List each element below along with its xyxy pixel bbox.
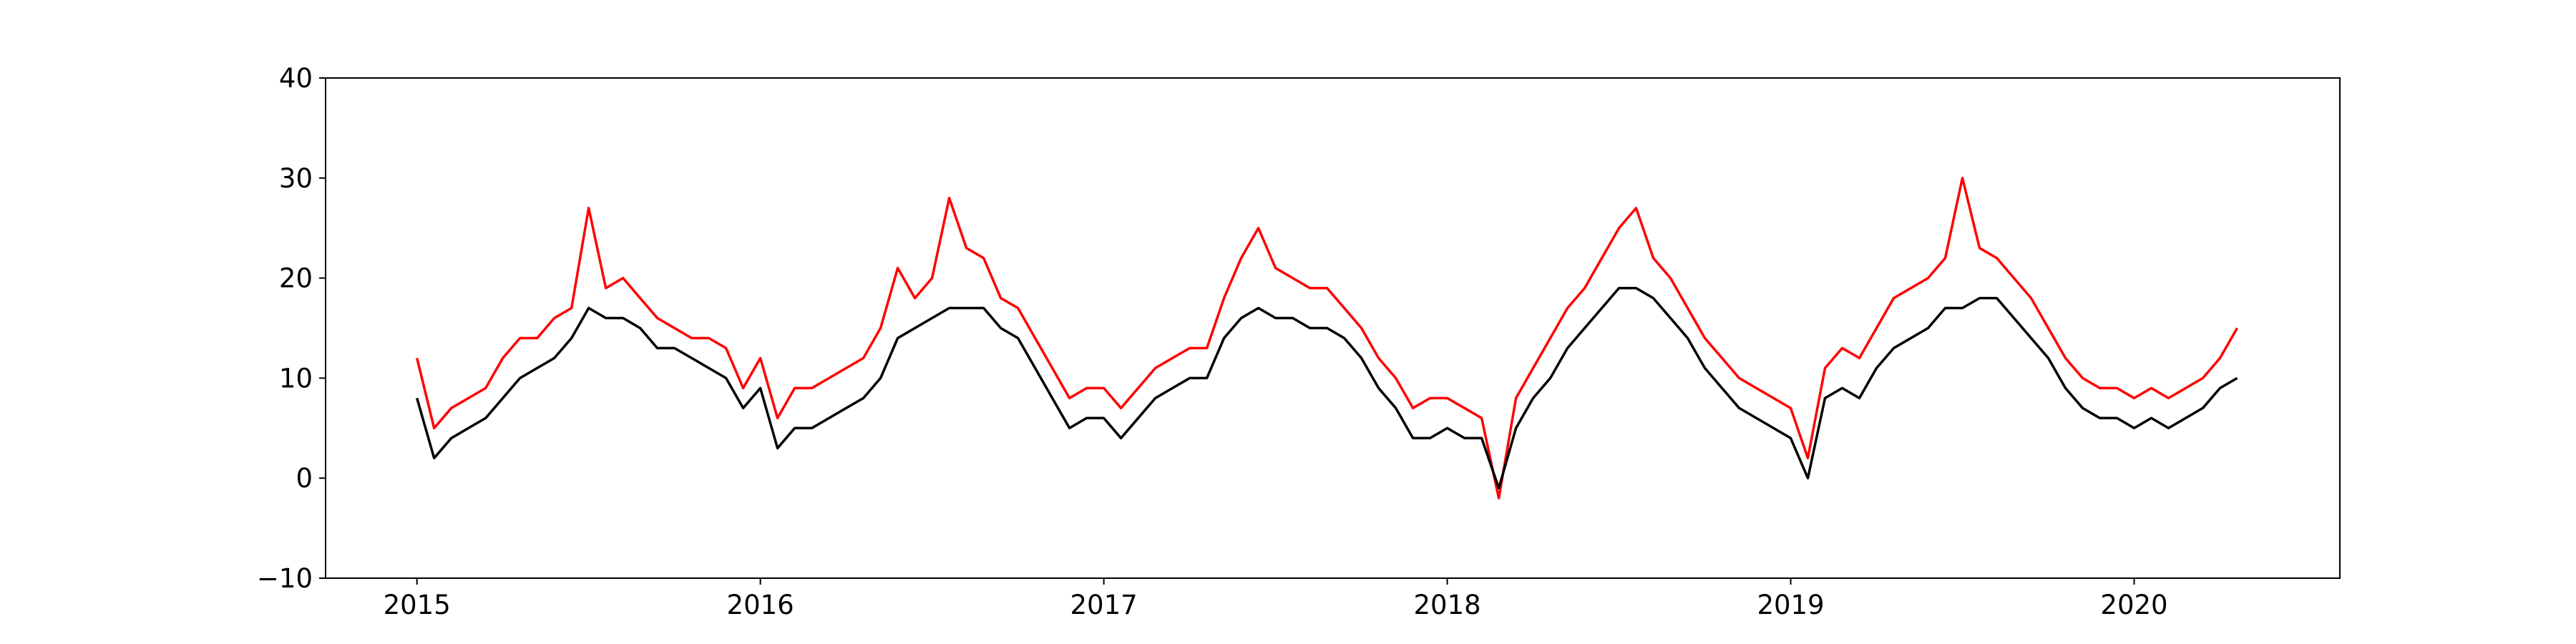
x-tick-label: 2020 [2100, 590, 2167, 620]
y-tick-label: −10 [257, 563, 313, 594]
y-tick-label: 0 [296, 463, 313, 494]
y-tick-label: 30 [279, 163, 313, 194]
x-tick-label: 2019 [1757, 590, 1824, 620]
x-tick-label: 2018 [1413, 590, 1480, 620]
y-tick-label: 20 [279, 263, 313, 294]
line [416, 177, 2239, 499]
x-tick-label: 2016 [727, 590, 794, 620]
x-tick-label: 2015 [384, 590, 451, 620]
y-tick-label: 10 [279, 363, 313, 394]
y-tick-label: 40 [279, 63, 313, 94]
x-tick-label: 2017 [1070, 590, 1138, 620]
line [416, 286, 2238, 489]
plot-frame [325, 77, 2341, 579]
